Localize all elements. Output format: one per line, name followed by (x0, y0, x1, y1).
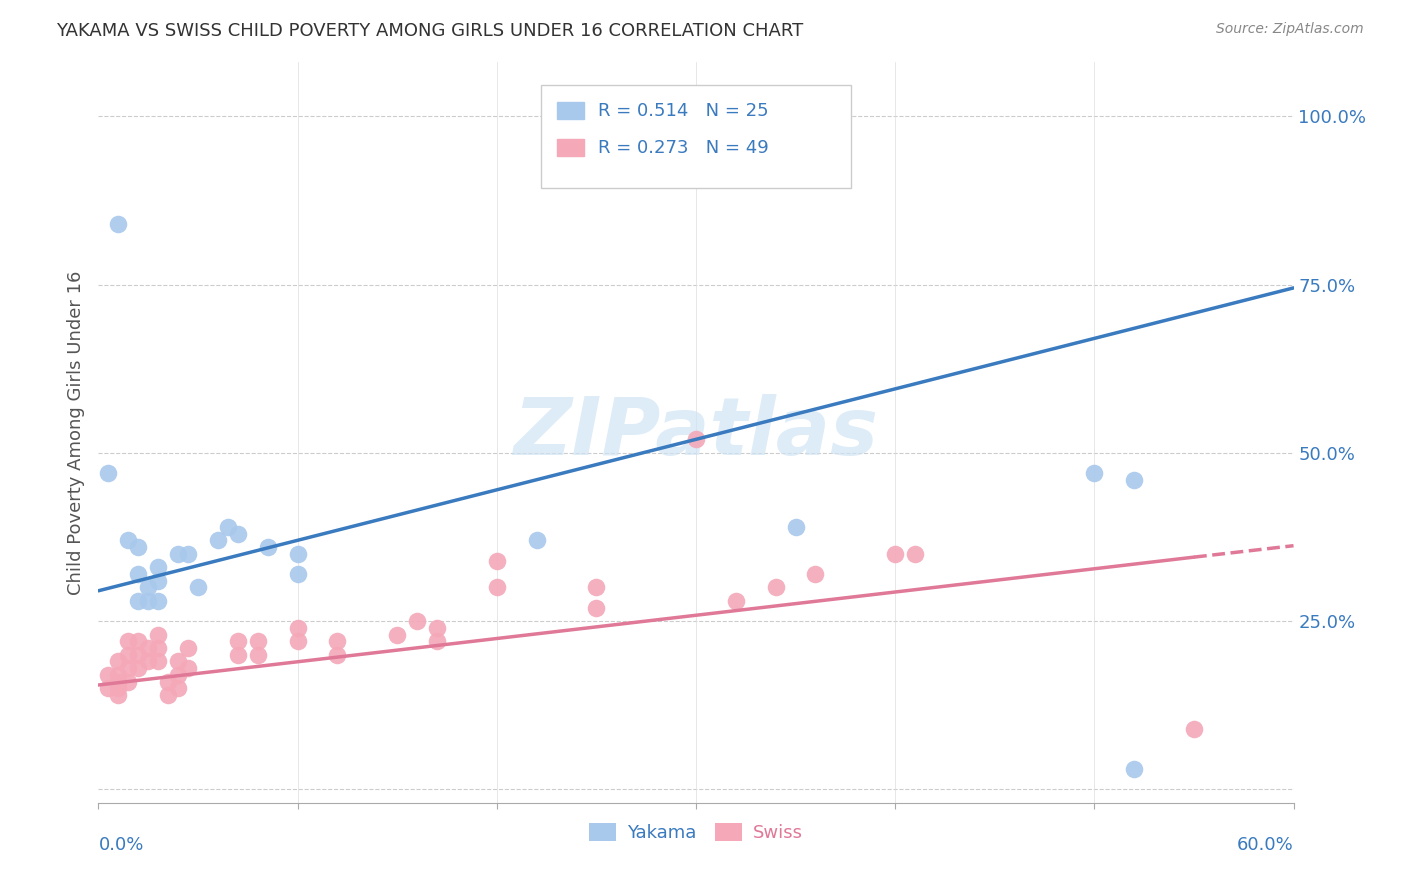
Text: Source: ZipAtlas.com: Source: ZipAtlas.com (1216, 22, 1364, 37)
Point (117, 661, 139, 675)
Point (136, 640, 159, 655)
Point (226, 648, 249, 662)
Point (256, 540, 278, 554)
Point (187, 581, 209, 595)
Point (107, 688, 129, 702)
Legend: Yakama, Swiss: Yakama, Swiss (582, 815, 810, 849)
Point (884, 547, 907, 561)
FancyBboxPatch shape (557, 139, 583, 156)
Point (107, 668, 129, 682)
Point (157, 688, 180, 702)
Point (148, 655, 170, 669)
FancyBboxPatch shape (541, 85, 852, 188)
Point (904, 547, 927, 561)
Point (585, 581, 607, 595)
Point (485, 553, 508, 567)
Point (1123, 473, 1146, 487)
Point (117, 674, 139, 689)
Point (157, 674, 180, 689)
Point (117, 648, 139, 662)
Point (117, 634, 139, 648)
Point (107, 655, 129, 669)
Text: YAKAMA VS SWISS CHILD POVERTY AMONG GIRLS UNDER 16 CORRELATION CHART: YAKAMA VS SWISS CHILD POVERTY AMONG GIRL… (56, 22, 803, 40)
Point (97, 681, 120, 696)
Point (117, 533, 139, 548)
Point (136, 581, 159, 595)
Point (1083, 466, 1105, 480)
Point (107, 681, 129, 696)
Point (167, 681, 190, 696)
Point (107, 217, 129, 231)
Point (685, 433, 707, 447)
Point (326, 634, 349, 648)
Text: ZIPatlas: ZIPatlas (513, 393, 879, 472)
Point (1182, 722, 1205, 736)
Point (127, 566, 149, 581)
Point (1123, 762, 1146, 776)
Text: R = 0.273   N = 49: R = 0.273 N = 49 (598, 138, 769, 157)
Point (167, 655, 190, 669)
Point (148, 560, 170, 574)
Point (724, 594, 747, 608)
Point (217, 520, 239, 534)
Point (167, 668, 190, 682)
Point (97, 466, 120, 480)
Point (148, 640, 170, 655)
Point (385, 627, 409, 641)
Point (167, 547, 190, 561)
Point (97, 668, 120, 682)
Text: 0.0%: 0.0% (98, 836, 143, 855)
Point (127, 634, 149, 648)
Point (177, 661, 200, 675)
Text: 60.0%: 60.0% (1237, 836, 1294, 855)
Point (526, 533, 548, 548)
Point (127, 648, 149, 662)
Point (426, 621, 449, 635)
Point (585, 600, 607, 615)
Y-axis label: Child Poverty Among Girls Under 16: Child Poverty Among Girls Under 16 (66, 270, 84, 595)
Point (148, 574, 170, 588)
Point (246, 648, 269, 662)
FancyBboxPatch shape (557, 103, 583, 119)
Point (246, 634, 269, 648)
Point (136, 594, 159, 608)
Point (765, 581, 787, 595)
Point (207, 533, 229, 548)
Point (287, 621, 309, 635)
Point (226, 634, 249, 648)
Point (485, 581, 508, 595)
Point (148, 627, 170, 641)
Point (785, 520, 807, 534)
Point (287, 547, 309, 561)
Point (127, 594, 149, 608)
Point (107, 674, 129, 689)
Point (287, 566, 309, 581)
Text: R = 0.514   N = 25: R = 0.514 N = 25 (598, 102, 769, 120)
Point (177, 640, 200, 655)
Point (136, 655, 159, 669)
Point (287, 634, 309, 648)
Point (148, 594, 170, 608)
Point (804, 566, 827, 581)
Point (326, 648, 349, 662)
Point (426, 634, 449, 648)
Point (226, 526, 249, 541)
Point (406, 614, 429, 628)
Point (127, 540, 149, 554)
Point (177, 547, 200, 561)
Point (127, 661, 149, 675)
